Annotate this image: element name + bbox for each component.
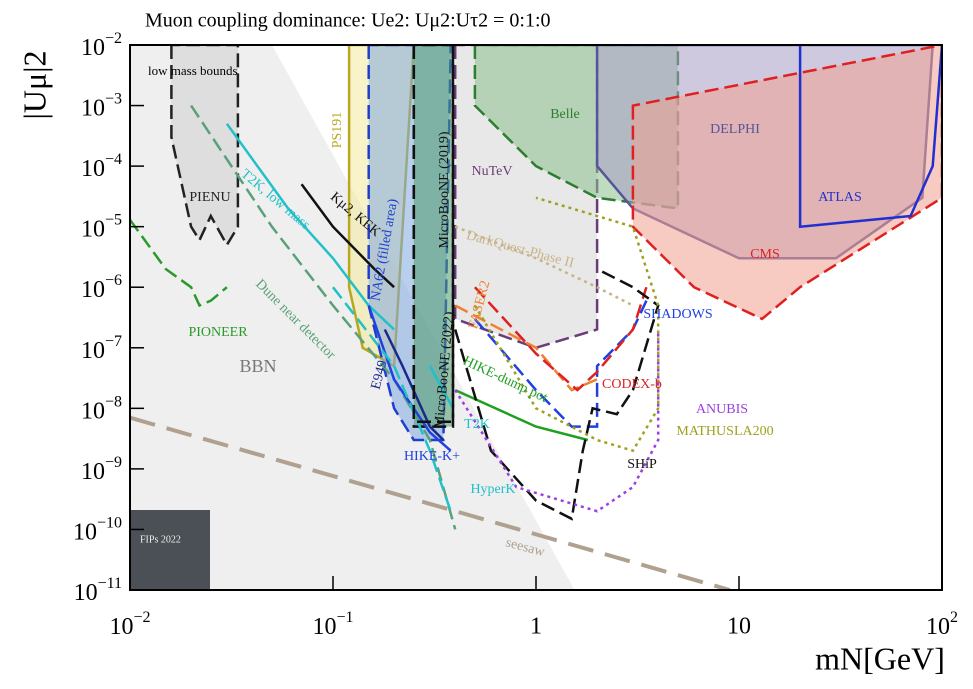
series-curve [454, 267, 660, 521]
series-curve [332, 286, 452, 512]
tick-label: 10−11 [74, 575, 122, 606]
y-axis-label: |Uμ|2 [16, 50, 52, 119]
series-curve [631, 45, 942, 321]
tick-label: 10−6 [81, 272, 122, 303]
series-label: PIONEER [188, 325, 248, 340]
series-curve [300, 183, 395, 289]
inset [130, 510, 210, 590]
series-label: DELPHI [710, 122, 760, 137]
series-label: E949 [369, 359, 391, 391]
tick-label: 10−4 [81, 151, 122, 182]
chart-title: Muon coupling dominance: Ue2: Uμ2:Uτ2 = … [145, 10, 551, 32]
series-label: SHiP [627, 457, 657, 472]
series-curve [383, 328, 445, 441]
series-curve [454, 304, 598, 392]
series-curve [130, 219, 228, 308]
tick-label: 10−1 [312, 609, 353, 640]
x-axis-label: mN[GeV] [815, 640, 945, 676]
tick-label: 10−3 [81, 90, 122, 121]
plot-area [130, 45, 942, 590]
tick-label: 10−2 [81, 30, 122, 61]
series-curve [412, 45, 455, 428]
series-curve [454, 388, 589, 442]
annotation: low mass bounds [148, 63, 238, 78]
tick-label: 102 [926, 609, 958, 640]
series-curve [225, 123, 395, 331]
tick-label: 1 [530, 614, 542, 640]
series-label: PIENU [189, 190, 230, 205]
series-label: NuTeV [471, 164, 512, 179]
series-label: CODEX-b [602, 377, 662, 392]
series-label: MATHUSLA200 [676, 424, 773, 439]
tick-label: 10 [727, 614, 751, 640]
series-curve [190, 104, 457, 530]
tick-label: 10−10 [73, 514, 122, 545]
series-label: SHADOWS [643, 307, 712, 322]
series-curve [170, 45, 240, 248]
series-label: HyperK [470, 482, 515, 497]
series-label: HIKE-K+ [404, 449, 460, 464]
tick-label: 10−9 [81, 454, 122, 485]
series-label: ANUBIS [696, 402, 748, 417]
series-label: PS191 [330, 112, 345, 149]
tick-label: 10−7 [81, 332, 122, 363]
tick-label: 10−5 [81, 211, 122, 242]
series-curve [454, 225, 634, 307]
series-curve [428, 365, 455, 409]
series-label: MicroBooNE (2019) [437, 131, 452, 248]
series-label: Belle [550, 107, 580, 122]
series-label: CMS [750, 247, 780, 262]
series-curve [412, 45, 455, 424]
series-label: T2K [464, 417, 490, 432]
series-curve [798, 45, 942, 229]
annotation: FIPs 2022 [140, 534, 181, 545]
series-label: BBN [239, 356, 276, 376]
tick-label: 10−2 [109, 609, 150, 640]
series-label: ATLAS [818, 190, 862, 205]
tick-label: 10−8 [81, 393, 122, 424]
series-curve [130, 415, 731, 590]
